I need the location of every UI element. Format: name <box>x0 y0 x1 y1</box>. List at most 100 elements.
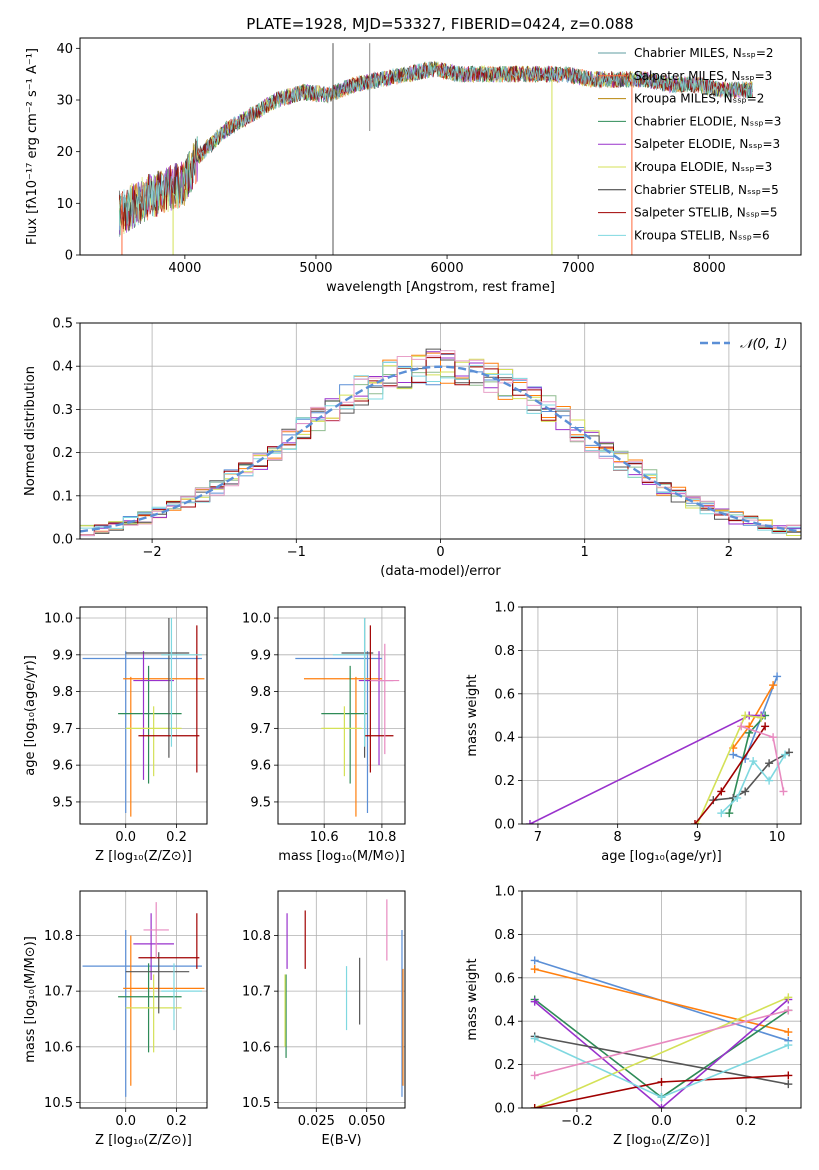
y-tick-label: 9.8 <box>250 685 271 700</box>
y-tick-label: 10.0 <box>242 612 271 627</box>
spectrum-axes: 4000 5000 6000 7000 8000 0 10 20 30 40 wavelength … <box>25 37 802 295</box>
plus-marker <box>765 759 774 768</box>
y-tick-label: 20 <box>56 145 73 160</box>
y-tick-label: 0.6 <box>494 971 515 986</box>
y-tick-label: 1.0 <box>494 885 515 900</box>
y-tick-label: 40 <box>56 42 73 57</box>
plus-marker <box>657 1093 666 1102</box>
y-tick-label: 9.6 <box>250 759 271 774</box>
y-axis-label: Normed distribution <box>23 366 38 496</box>
plus-marker <box>741 711 750 720</box>
legend-label: 𝒩(0, 1) <box>740 337 787 352</box>
plus-marker <box>749 757 758 766</box>
plus-marker <box>657 1077 666 1086</box>
x-tick-label: 2 <box>725 545 733 560</box>
mass-weight-line <box>534 1035 789 1085</box>
error-bar-point <box>321 706 362 777</box>
y-tick-label: 0.2 <box>52 446 73 461</box>
y-tick-label: 10.8 <box>44 929 73 944</box>
error-bar-point <box>125 618 190 758</box>
x-tick-label: 5000 <box>299 261 332 276</box>
x-tick-label: 8000 <box>693 261 726 276</box>
error-bar-point <box>125 706 182 777</box>
plus-marker <box>761 722 770 731</box>
plus-marker <box>657 1104 666 1108</box>
y-tick-label: 9.7 <box>52 722 73 737</box>
x-tick-label: 0.2 <box>166 1114 187 1129</box>
error-bar-point <box>133 651 174 780</box>
error-bar-point <box>123 935 205 1086</box>
y-axis-label: mass weight <box>465 958 480 1040</box>
y-tick-label: 0.8 <box>494 644 515 659</box>
axes-frame <box>79 890 208 1109</box>
y-tick-label: 0.1 <box>52 489 73 504</box>
y-tick-label: 9.8 <box>52 685 73 700</box>
axes-frame <box>277 606 406 825</box>
y-tick-label: 10.0 <box>44 612 73 627</box>
plus-marker <box>784 1041 793 1050</box>
legend-label: Salpeter STELIB, Nₛₛₚ=5 <box>634 206 778 220</box>
spectrum-plot <box>118 43 753 255</box>
error-bar-point <box>118 665 182 784</box>
x-axis-label: Z [log₁₀(Z/Z⊙)] <box>613 1133 710 1148</box>
axes-frame <box>277 890 406 1109</box>
y-tick-label: 0.0 <box>52 533 73 548</box>
y-tick-label: 0.3 <box>52 403 73 418</box>
plus-marker <box>725 809 734 818</box>
axes-frame <box>521 606 802 825</box>
z-massweight-plot <box>530 956 793 1108</box>
legend-label: Kroupa MILES, Nₛₛₚ=2 <box>634 92 764 106</box>
mass-weight-line <box>534 996 789 1108</box>
error-bar-point <box>125 952 190 1014</box>
error-bar-point <box>364 625 394 773</box>
mass-weight-line <box>534 998 789 1108</box>
residual-hist-axes: −2 −1 0 1 2 0.0 0.1 0.2 0.3 0.4 0.5 (data-model)/er… <box>23 317 802 579</box>
error-bar-point <box>82 929 202 1097</box>
z-age-axes: 0.0 0.2 9.5 9.6 9.7 9.8 9.9 10.0 Z [log₁₀(Z/Z⊙)]… <box>23 606 208 864</box>
age-massweight-plot <box>525 672 794 824</box>
legend-label: Chabrier MILES, Nₛₛₚ=2 <box>634 46 774 60</box>
x-tick-label: 0.050 <box>348 1114 385 1129</box>
axes-frame <box>79 322 802 540</box>
plus-marker <box>769 681 778 690</box>
x-axis-label: (data-model)/error <box>380 564 501 579</box>
z-massweight-axes: −0.2 0.0 0.2 0.0 0.2 0.4 0.6 0.8 1.0 Z [log₁₀(Z/Z… <box>465 885 802 1148</box>
axes-frame <box>79 606 208 825</box>
legend-label: Chabrier STELIB, Nₛₛₚ=5 <box>634 183 779 197</box>
error-bar-point <box>82 651 202 813</box>
legend-label: Salpeter ELODIE, Nₛₛₚ=3 <box>634 137 780 151</box>
plus-marker <box>757 713 766 722</box>
y-tick-label: 9.9 <box>250 648 271 663</box>
error-bar-point <box>161 618 202 747</box>
plus-marker <box>737 722 746 731</box>
y-tick-label: 0.4 <box>494 1015 515 1030</box>
plus-marker <box>769 733 778 742</box>
x-tick-label: −1 <box>287 545 306 560</box>
spectrum-line <box>118 62 753 230</box>
figure-title: PLATE=1928, MJD=53327, FIBERID=0424, z=0… <box>246 15 633 33</box>
y-tick-label: 10.8 <box>242 929 271 944</box>
error-bar-point <box>332 618 368 747</box>
x-axis-label: mass [log₁₀(M/M⊙)] <box>278 849 405 864</box>
y-tick-label: 10.6 <box>242 1040 271 1055</box>
y-axis-label: mass weight <box>465 674 480 756</box>
histogram-step <box>80 348 801 536</box>
x-tick-label: 8 <box>614 830 622 845</box>
legend-label: Kroupa ELODIE, Nₛₛₚ=3 <box>634 160 772 174</box>
error-bar-point <box>303 676 382 817</box>
x-tick-label: 1 <box>581 545 589 560</box>
legend-label: Salpeter MILES, Nₛₛₚ=3 <box>634 69 772 83</box>
plus-marker <box>745 728 754 737</box>
histogram-step <box>80 361 801 534</box>
x-tick-label: 0.2 <box>736 1114 757 1129</box>
plus-marker <box>784 1080 793 1089</box>
y-tick-label: 10.5 <box>44 1096 73 1111</box>
x-tick-label: −0.2 <box>561 1114 593 1129</box>
mass-age-axes: 10.6 10.8 9.5 9.6 9.7 9.8 9.9 10.0 mass [log₁₀(M… <box>242 606 406 864</box>
y-tick-label: 9.5 <box>52 795 73 810</box>
error-bar-point <box>370 643 400 755</box>
error-bar-point <box>161 963 202 1031</box>
error-bar-point <box>341 618 374 758</box>
y-tick-label: 30 <box>56 94 73 109</box>
plus-marker <box>733 793 742 802</box>
